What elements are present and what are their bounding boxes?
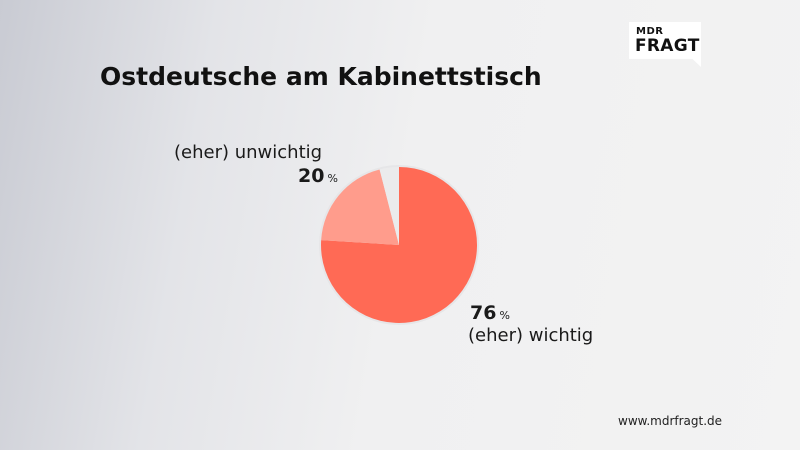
slice-value-unwichtig-unit: %	[327, 172, 338, 185]
slice-value-unwichtig-number: 20	[298, 165, 325, 187]
pie-slice-rest	[379, 167, 399, 245]
slice-label-wichtig: (eher) wichtig	[468, 325, 594, 346]
pie-slice-eher-wichtig	[320, 167, 477, 323]
slice-value-unwichtig: 20%	[298, 165, 338, 187]
slice-label-unwichtig: (eher) unwichtig	[174, 142, 323, 163]
slice-value-wichtig-number: 76	[470, 302, 497, 324]
pie-slices	[320, 167, 477, 323]
logo-text-fragt: FRAGT	[635, 36, 700, 56]
footer-url: www.mdrfragt.de	[618, 414, 723, 428]
logo-text-mdr: MDR	[636, 26, 664, 37]
slice-value-wichtig: 76%	[470, 302, 510, 324]
pie-slice-eher-unwichtig	[321, 169, 399, 245]
slice-value-wichtig-unit: %	[499, 309, 510, 322]
chart-title: Ostdeutsche am Kabinettstisch	[100, 62, 542, 91]
